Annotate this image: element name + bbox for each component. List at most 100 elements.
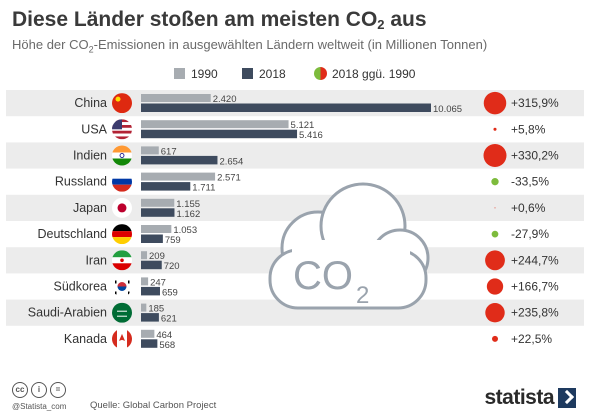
change-label: +235,8% — [511, 306, 559, 320]
subtitle-post: -Emissionen in ausgewählten Ländern welt… — [93, 37, 488, 52]
value-label-1990: 209 — [149, 251, 165, 262]
value-label-2018: 759 — [165, 235, 181, 246]
change-bubble — [485, 302, 505, 323]
category-label: Deutschland — [38, 227, 108, 241]
bar-2018 — [141, 208, 175, 217]
category-label: Saudi-Arabien — [28, 306, 107, 320]
value-label-2018: 2.654 — [219, 156, 243, 167]
value-label-1990: 2.420 — [213, 94, 237, 105]
statista-logo[interactable]: statista — [484, 386, 554, 409]
title-main: Diese Länder stoßen am meisten CO — [12, 8, 378, 31]
value-label-2018: 720 — [164, 261, 180, 272]
bar-2018 — [141, 234, 163, 243]
change-label: +0,6% — [511, 201, 546, 215]
value-label-1990: 2.571 — [217, 173, 241, 184]
bar-2018 — [141, 339, 158, 348]
value-label-2018: 659 — [162, 287, 178, 298]
change-label: +315,9% — [511, 96, 559, 110]
value-label-1990: 185 — [148, 304, 164, 315]
value-label-2018: 10.065 — [433, 104, 462, 115]
change-label: -33,5% — [511, 175, 549, 189]
cloud-fill — [292, 240, 410, 280]
change-bubble — [483, 144, 507, 167]
change-label: +5,8% — [511, 122, 546, 136]
subtitle-sub: 2 — [88, 44, 94, 55]
value-label-1990: 1.155 — [176, 199, 200, 210]
by-icon: i — [31, 382, 47, 398]
saudi-arabia-flag-icon — [112, 302, 132, 323]
category-label: Kanada — [64, 332, 107, 346]
value-label-1990: 5.121 — [291, 120, 315, 131]
footer: cc i = @Statista_com Quelle: Global Carb… — [12, 380, 578, 416]
japan-flag-icon — [112, 197, 132, 218]
china-flag-icon — [112, 93, 132, 114]
bar-1990 — [141, 172, 216, 181]
legend-swatch-1990 — [174, 68, 185, 79]
category-label: Russland — [55, 175, 107, 189]
bar-1990 — [141, 225, 172, 233]
bar-2018 — [141, 182, 191, 191]
bar-1990 — [141, 94, 211, 102]
row-band — [6, 194, 584, 221]
value-label-2018: 1.162 — [176, 209, 200, 220]
change-bubble — [483, 91, 507, 115]
legend: 1990 2018 2018 ggü. 1990 — [174, 67, 416, 81]
change-label: +22,5% — [511, 332, 552, 346]
cloud-text: CO — [293, 254, 353, 298]
bar-2018 — [141, 313, 159, 322]
credit-text: @Statista_com — [12, 402, 67, 411]
bar-1990 — [141, 120, 289, 129]
statista-logo-icon[interactable] — [558, 388, 576, 408]
bar-1990 — [141, 329, 155, 338]
value-label-2018: 621 — [161, 314, 177, 325]
bar-2018 — [141, 286, 160, 296]
change-bubble — [491, 230, 499, 238]
subtitle-pre: Höhe der CO — [12, 37, 89, 52]
equals-icon: = — [50, 382, 66, 398]
value-label-1990: 247 — [150, 277, 166, 288]
legend-swatch-2018 — [242, 68, 253, 79]
category-label: Südkorea — [53, 280, 107, 294]
change-label: +244,7% — [511, 253, 559, 267]
co2-cloud-icon: CO 2 — [268, 182, 430, 310]
category-label: Japan — [73, 201, 107, 215]
bar-1990 — [141, 251, 148, 260]
south-korea-flag-icon — [112, 276, 132, 297]
change-bubble — [491, 335, 499, 342]
title-sub: 2 — [377, 17, 385, 32]
change-label: +330,2% — [511, 149, 559, 163]
cc-icon: cc — [12, 382, 28, 398]
usa-flag-icon — [112, 119, 132, 140]
canada-flag-icon — [112, 328, 132, 349]
bar-1990 — [141, 303, 147, 312]
value-label-1990: 617 — [161, 146, 177, 157]
bar-1990 — [141, 198, 175, 207]
legend-swatch-change-increase — [320, 67, 327, 80]
bar-2018 — [141, 103, 431, 112]
source-text: Quelle: Global Carbon Project — [90, 400, 217, 411]
bar-2018 — [141, 129, 298, 139]
change-label: +166,7% — [511, 280, 559, 294]
change-bubble — [485, 250, 505, 271]
bar-1990 — [141, 277, 149, 286]
legend-swatch-change-decrease — [314, 67, 321, 80]
chart-subtitle: Höhe der CO2-Emissionen in ausgewählten … — [12, 37, 487, 55]
value-label-1990: 464 — [156, 330, 172, 341]
iran-flag-icon — [112, 250, 132, 271]
value-label-1990: 1.053 — [173, 225, 197, 236]
legend-label-change: 2018 ggü. 1990 — [332, 67, 416, 81]
value-label-2018: 1.711 — [192, 183, 215, 194]
category-label: China — [74, 96, 107, 110]
legend-label-1990: 1990 — [191, 67, 218, 81]
bar-1990 — [141, 146, 159, 155]
category-label: Indien — [73, 149, 107, 163]
change-bubble — [493, 127, 497, 131]
germany-flag-icon — [112, 224, 132, 245]
chart-title: Diese Länder stoßen am meisten CO2 aus — [12, 8, 427, 32]
bar-2018 — [141, 260, 162, 270]
change-label: -27,9% — [511, 227, 549, 241]
value-label-2018: 5.416 — [299, 130, 323, 141]
title-end: aus — [384, 8, 427, 31]
change-bubble — [491, 178, 499, 186]
india-flag-icon — [112, 145, 132, 166]
